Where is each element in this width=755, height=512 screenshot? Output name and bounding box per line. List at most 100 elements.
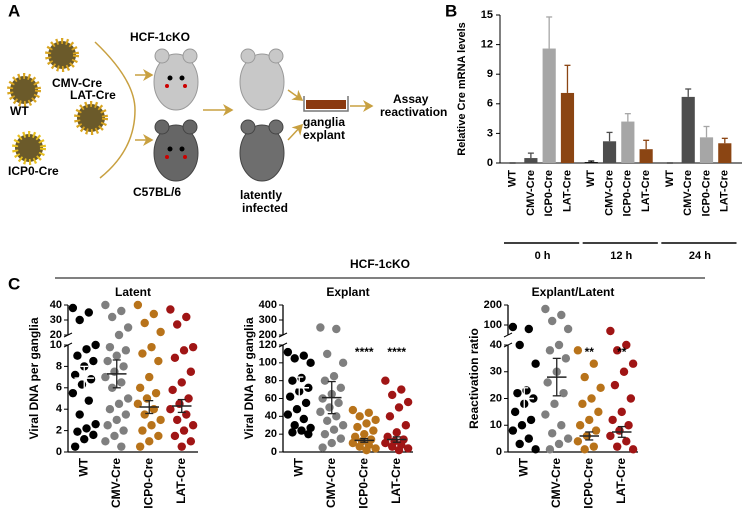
data-point [297, 373, 306, 383]
data-point [188, 342, 198, 352]
data-point [329, 425, 339, 434]
y-tick-label: 6 [487, 98, 493, 110]
data-point [101, 300, 110, 310]
data-point [154, 431, 163, 441]
data-point [133, 300, 143, 310]
data-point [589, 442, 598, 451]
data-point [297, 426, 306, 435]
bar [584, 162, 598, 163]
data-point [316, 323, 325, 332]
data-point [320, 376, 330, 385]
data-point [77, 380, 87, 389]
bar [602, 141, 617, 163]
data-point [554, 439, 564, 449]
x-tick-label: WT [516, 457, 530, 476]
data-point [617, 407, 626, 417]
bar [639, 149, 653, 163]
data-point [320, 429, 330, 439]
x-tick-label: ICP0-Cre [141, 458, 155, 509]
data-point [561, 354, 571, 363]
data-point [170, 353, 180, 363]
data-point [70, 370, 80, 380]
plot-title: Explant/Latent [532, 285, 615, 299]
x-tick-label: WT [506, 170, 518, 187]
data-point [75, 410, 84, 419]
step-label: latently [240, 188, 282, 202]
data-point [151, 388, 161, 398]
data-point [101, 372, 110, 382]
data-point [84, 396, 94, 405]
y-axis-label: Reactivation ratio [467, 328, 481, 429]
bar [681, 96, 695, 163]
bar [524, 158, 538, 163]
step-label: reactivation [380, 105, 447, 119]
arrow [287, 89, 304, 101]
data-point [543, 378, 552, 387]
data-point [325, 403, 334, 412]
data-point [524, 434, 533, 443]
data-point [531, 445, 540, 454]
y-tick-label: 300 [259, 314, 277, 326]
panel-label: A [8, 1, 20, 20]
data-point [622, 437, 631, 446]
data-point [585, 415, 594, 425]
data-point [513, 388, 522, 398]
data-point [545, 445, 555, 454]
group-label: 0 h [535, 250, 551, 262]
data-point [394, 446, 404, 455]
data-point [149, 309, 158, 319]
data-point [89, 430, 98, 440]
data-point [149, 405, 158, 414]
y-tick-label: 0 [487, 157, 493, 169]
data-point [119, 426, 128, 435]
y-tick-label: 10 [50, 339, 62, 351]
data-point [336, 434, 346, 443]
step-label: explant [303, 128, 345, 142]
y-tick-label: 40 [265, 410, 277, 422]
data-point [348, 405, 358, 415]
data-point [123, 394, 133, 403]
data-point [550, 399, 559, 409]
data-point [360, 429, 369, 439]
data-point [110, 367, 119, 376]
data-point [117, 306, 126, 316]
data-point [362, 446, 371, 455]
data-point [515, 439, 524, 449]
data-point [182, 312, 191, 322]
y-tick-label: 20 [50, 329, 62, 341]
data-point [628, 359, 638, 368]
data-point [369, 426, 378, 435]
data-point [403, 444, 413, 453]
x-tick-label: ICP0-Cre [543, 170, 555, 216]
data-point [283, 347, 293, 357]
data-point [91, 419, 100, 429]
y-tick-label: 30 [50, 314, 62, 326]
data-point [388, 442, 397, 451]
data-point [299, 351, 308, 360]
data-point [531, 359, 540, 368]
data-point [112, 351, 121, 360]
data-point [84, 308, 94, 317]
x-tick-label: CMV-Cre [603, 170, 615, 216]
data-point [541, 410, 550, 419]
data-point [117, 378, 126, 387]
data-point [589, 359, 598, 368]
data-point [628, 445, 638, 454]
mouse-strain: HCF-1cKO [130, 30, 190, 44]
data-point [323, 349, 332, 359]
x-tick-label: ICP0-Cre [622, 170, 634, 216]
data-point [318, 394, 327, 403]
data-point [103, 421, 112, 430]
x-tick-label: LAT-Cre [561, 170, 573, 212]
y-tick-label: 12 [481, 39, 493, 51]
data-point [156, 327, 165, 337]
data-point [524, 324, 533, 334]
panel-label: C [8, 274, 20, 293]
panel-header: HCF-1cKO [350, 257, 410, 271]
virus-label: WT [10, 104, 29, 118]
data-point [610, 380, 620, 390]
data-point [299, 414, 308, 424]
x-tick-label: LAT-Cre [389, 458, 403, 504]
y-tick-label: 3 [487, 127, 493, 139]
data-point [329, 372, 339, 381]
